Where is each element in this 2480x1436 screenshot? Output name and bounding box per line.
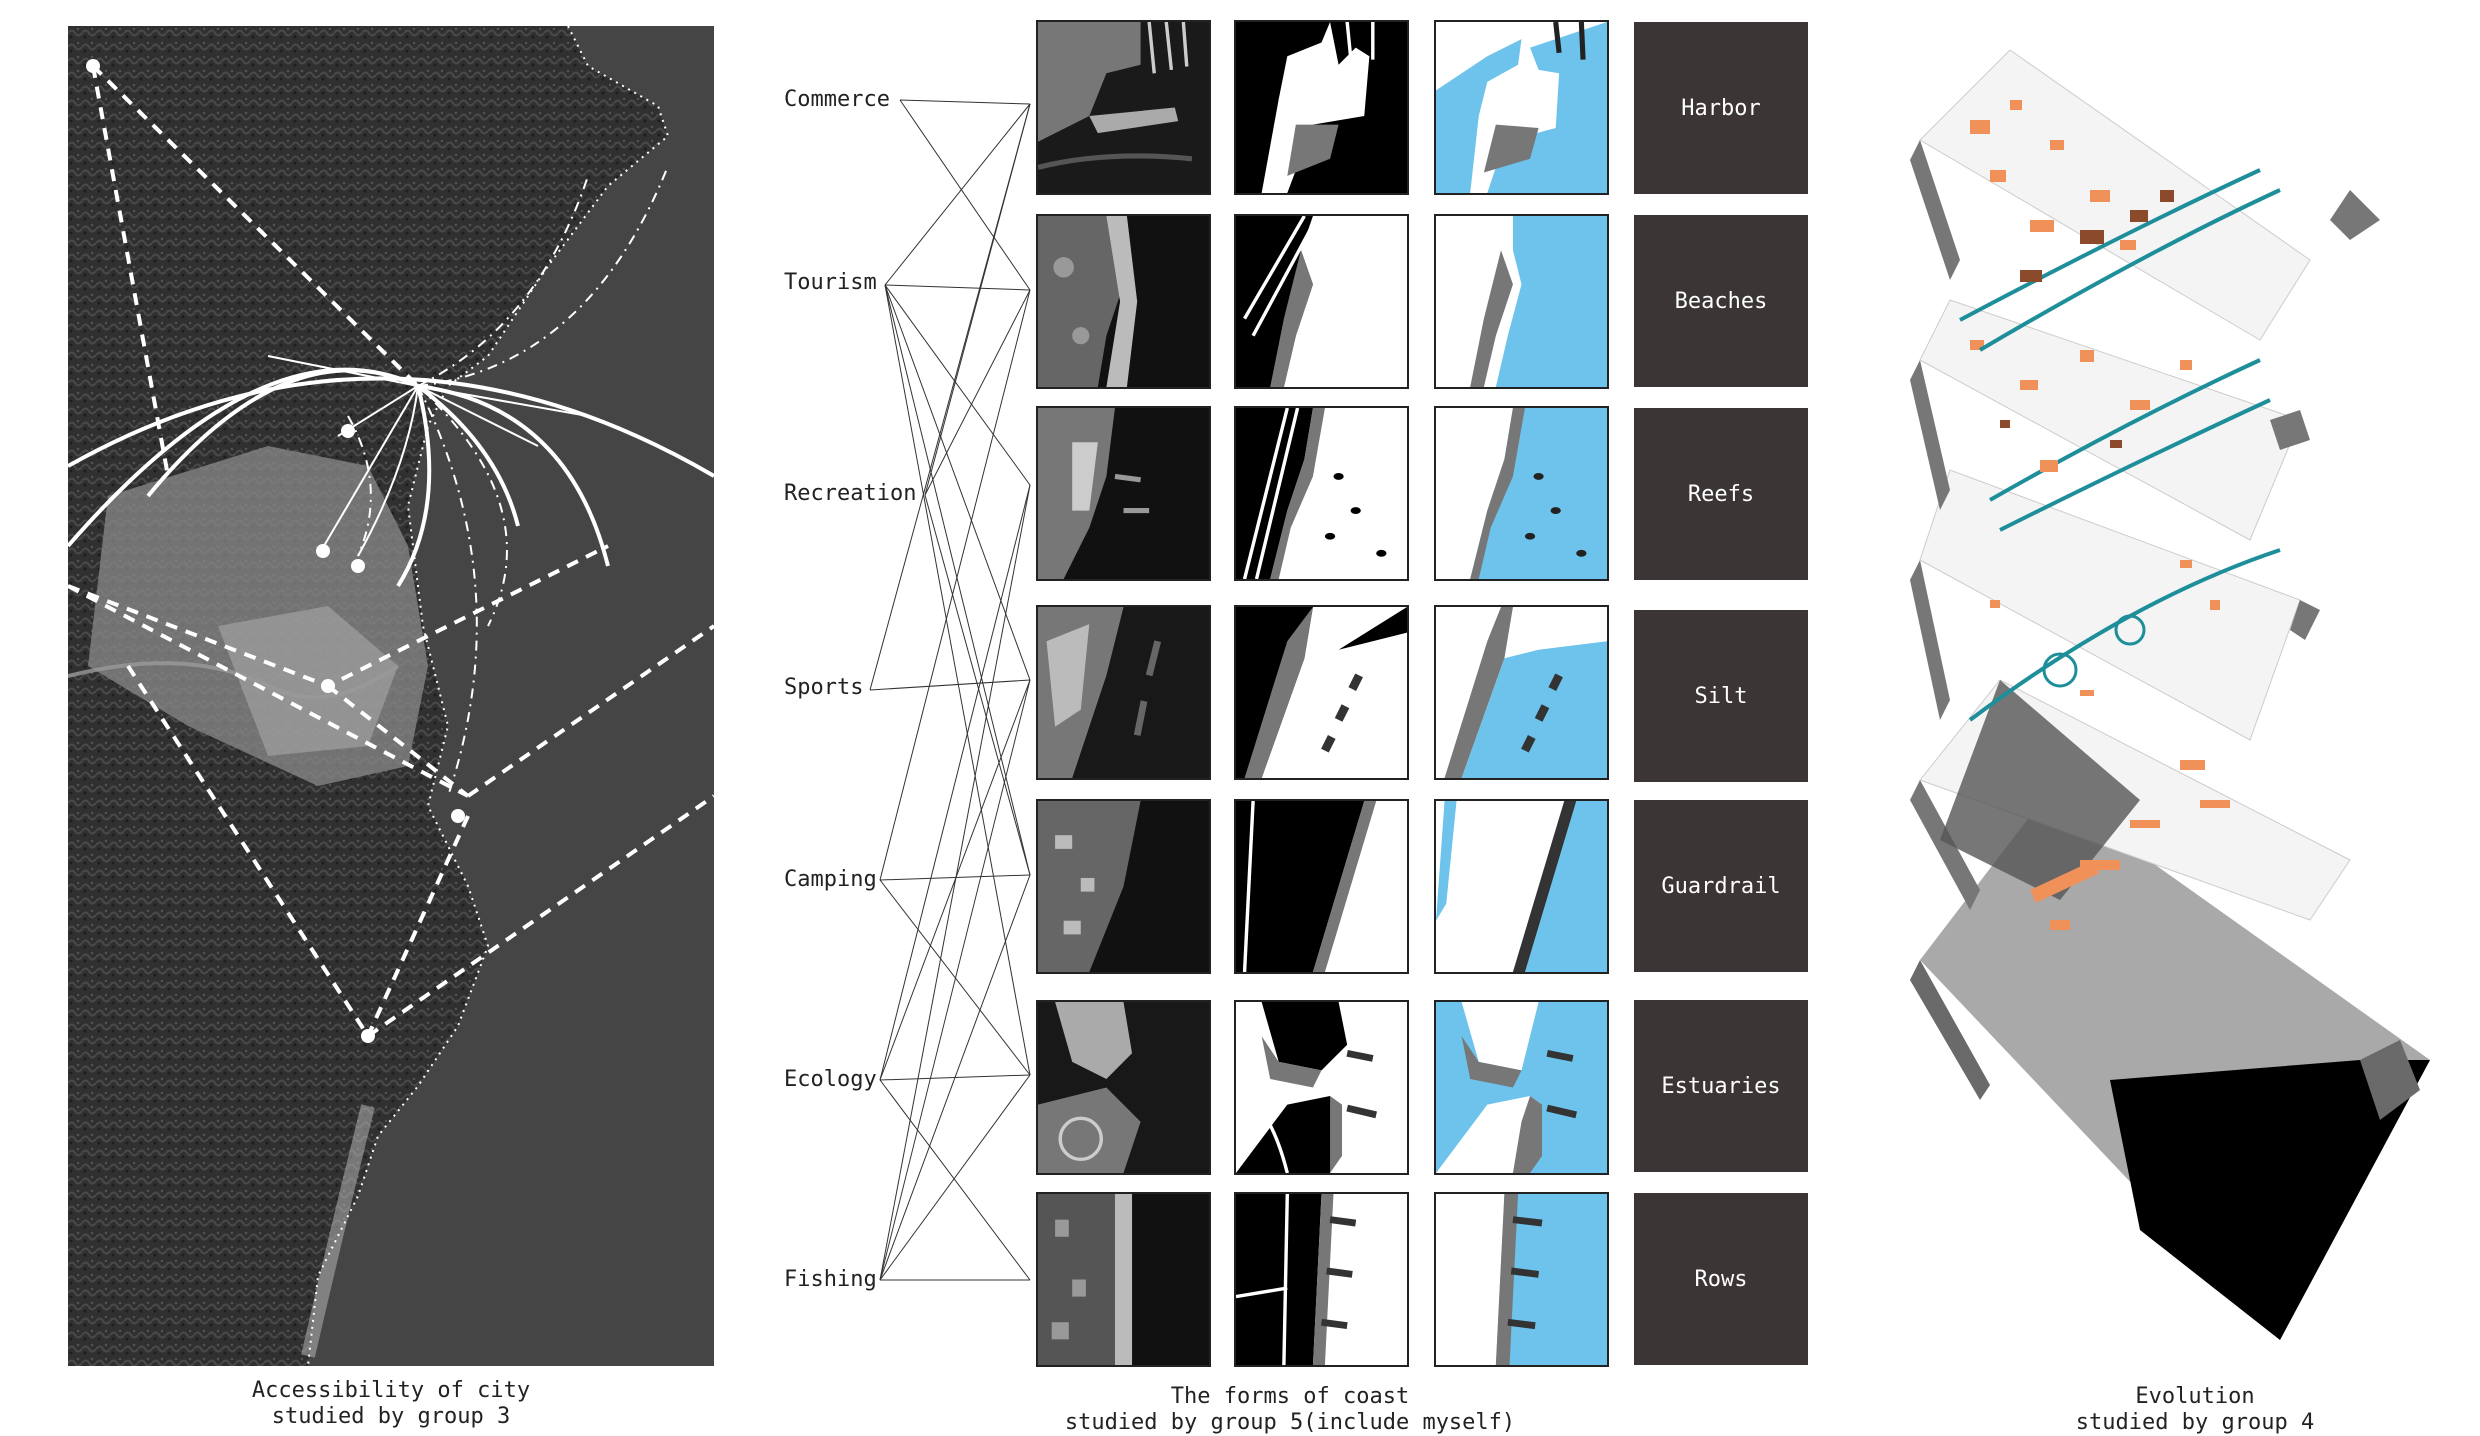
category-commerce: Commerce — [782, 87, 892, 112]
form-reefs: Reefs — [1634, 408, 1808, 580]
form-rows: Rows — [1634, 1193, 1808, 1365]
accessibility-caption-subtitle: studied by group 3 — [271, 1404, 511, 1429]
harbor-aerial-photo — [1036, 20, 1211, 195]
evolution-caption-title: Evolution — [2135, 1384, 2255, 1409]
silt-figure-ground — [1234, 605, 1409, 780]
category-sports: Sports — [782, 675, 866, 700]
accessibility-caption-title: Accessibility of city — [251, 1378, 531, 1403]
category-tourism: Tourism — [782, 270, 879, 295]
reefs-water-diagram — [1434, 406, 1609, 581]
form-beaches: Beaches — [1634, 215, 1808, 387]
beaches-figure-ground — [1234, 214, 1409, 389]
accessibility-caption: Accessibility of city studied by group 3 — [130, 1378, 652, 1430]
reefs-figure-ground — [1234, 406, 1409, 581]
guardrail-aerial-photo — [1036, 799, 1211, 974]
silt-water-diagram — [1434, 605, 1609, 780]
coast-caption: The forms of coast studied by group 5(in… — [1000, 1384, 1580, 1436]
estuaries-figure-ground — [1234, 1000, 1409, 1175]
beaches-water-diagram — [1434, 214, 1609, 389]
rows-water-diagram — [1434, 1192, 1609, 1367]
evolution-caption: Evolution studied by group 4 — [2030, 1384, 2360, 1436]
category-camping: Camping — [782, 867, 879, 892]
beaches-aerial-photo — [1036, 214, 1211, 389]
coast-caption-title: The forms of coast — [1170, 1384, 1410, 1409]
evolution-layer-2 — [1910, 299, 2310, 541]
estuaries-water-diagram — [1434, 1000, 1609, 1175]
silt-aerial-photo — [1036, 605, 1211, 780]
guardrail-figure-ground — [1234, 799, 1409, 974]
accessibility-map — [68, 26, 714, 1366]
rows-aerial-photo — [1036, 1192, 1211, 1367]
guardrail-water-diagram — [1434, 799, 1609, 974]
form-harbor: Harbor — [1634, 22, 1808, 194]
evolution-layer-1 — [1910, 49, 2380, 352]
evolution-layer-3 — [1910, 469, 2320, 741]
reefs-aerial-photo — [1036, 406, 1211, 581]
harbor-water-diagram — [1434, 20, 1609, 195]
category-ecology: Ecology — [782, 1067, 879, 1092]
form-guardrail: Guardrail — [1634, 800, 1808, 972]
coast-caption-subtitle: studied by group 5(include myself) — [1064, 1410, 1516, 1435]
form-silt: Silt — [1634, 610, 1808, 782]
evolution-layers — [1910, 49, 2430, 1340]
form-estuaries: Estuaries — [1634, 1000, 1808, 1172]
rows-figure-ground — [1234, 1192, 1409, 1367]
accessibility-map-drawing — [68, 26, 714, 1366]
evolution-caption-subtitle: studied by group 4 — [2075, 1410, 2315, 1435]
evolution-layer-5 — [1910, 790, 2430, 1340]
category-recreation: Recreation — [782, 481, 919, 506]
harbor-figure-ground — [1234, 20, 1409, 195]
evolution-layer-4 — [1910, 679, 2351, 930]
category-fishing: Fishing — [782, 1267, 879, 1292]
estuaries-aerial-photo — [1036, 1000, 1211, 1175]
